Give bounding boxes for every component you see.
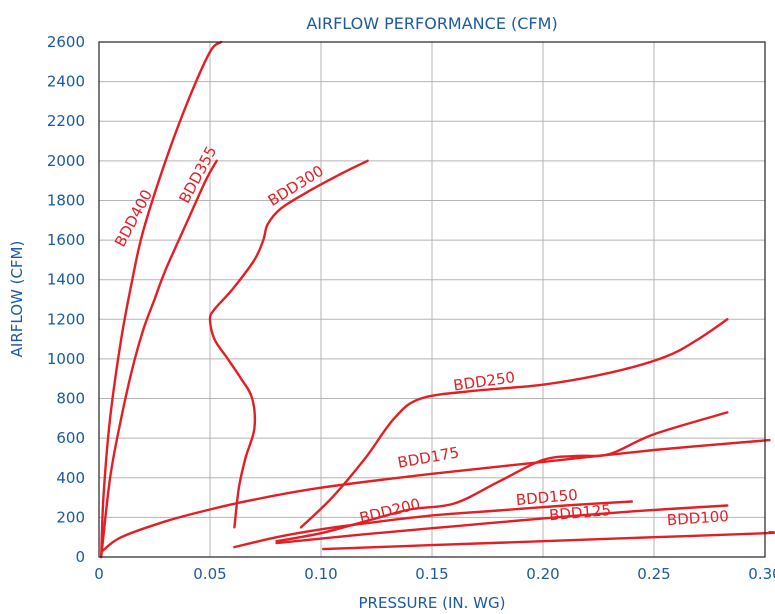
x-axis-label: PRESSURE (IN. WG) <box>359 594 506 612</box>
curve-bdd400 <box>100 40 223 559</box>
x-tick-label: 0.15 <box>415 565 448 583</box>
y-tick-label: 1200 <box>47 310 85 328</box>
x-tick-label: 0.20 <box>526 565 559 583</box>
y-tick-label: 2400 <box>47 73 85 91</box>
curve-label-bdd150: BDD150 <box>515 486 578 509</box>
curves <box>100 40 775 559</box>
x-tick-label: 0.30 <box>748 565 775 583</box>
curve-bdd175 <box>101 438 771 553</box>
curve-bdd250 <box>299 318 729 529</box>
x-tick-label: 0.05 <box>193 565 226 583</box>
curve-label-bdd175: BDD175 <box>396 443 460 471</box>
chart-title: AIRFLOW PERFORMANCE (CFM) <box>306 14 557 33</box>
curve-bdd150 <box>233 500 633 549</box>
grid <box>99 42 765 557</box>
x-tick-label: 0 <box>94 565 104 583</box>
y-tick-label: 0 <box>75 548 85 566</box>
curve-bdd355 <box>100 159 218 559</box>
curve-bdd100 <box>322 531 775 551</box>
x-tick-label: 0.10 <box>304 565 337 583</box>
y-tick-label: 400 <box>56 469 85 487</box>
y-tick-label: 2600 <box>47 33 85 51</box>
y-axis-label: AIRFLOW (CFM) <box>8 241 26 358</box>
x-tick-label: 0.25 <box>637 565 670 583</box>
y-tick-label: 2200 <box>47 112 85 130</box>
tick-labels: 0 0.05 0.10 0.15 0.20 0.25 0.30 0 200 400 600 800 10… <box>47 33 775 583</box>
curve-label-bdd125: BDD125 <box>548 501 611 524</box>
y-tick-label: 1800 <box>47 191 85 209</box>
curve-bdd125 <box>275 504 729 545</box>
curve-bdd300 <box>208 159 369 529</box>
y-tick-label: 600 <box>56 429 85 447</box>
y-tick-label: 2000 <box>47 152 85 170</box>
curve-label-bdd100: BDD100 <box>666 507 729 529</box>
y-tick-label: 1600 <box>47 231 85 249</box>
y-tick-label: 1400 <box>47 271 85 289</box>
plot-frame <box>98 41 766 558</box>
y-tick-label: 200 <box>56 508 85 526</box>
y-tick-label: 1000 <box>47 350 85 368</box>
curve-label-bdd200: BDD200 <box>358 495 423 527</box>
y-tick-label: 800 <box>56 390 85 408</box>
